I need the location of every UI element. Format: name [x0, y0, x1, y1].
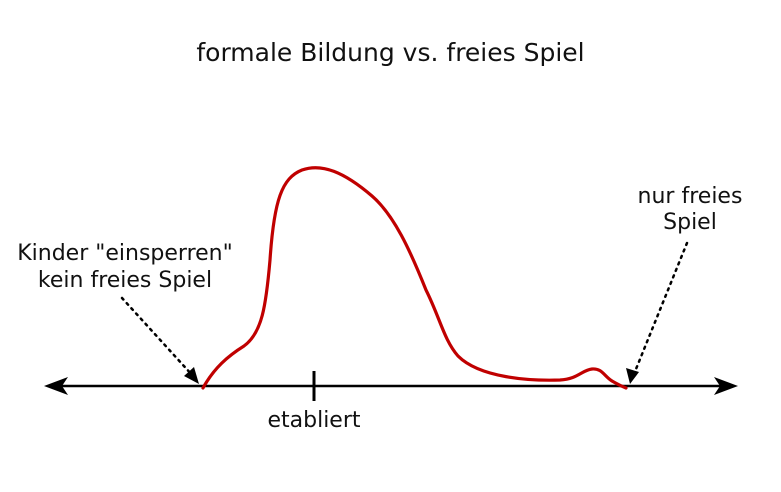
distribution-curve [201, 166, 628, 390]
axis-mark-label: etabliert [267, 408, 361, 433]
right-annotation-line2: Spiel [663, 210, 717, 235]
left-annotation-line2: kein freies Spiel [37, 268, 213, 293]
right-pointer-arrowhead [626, 368, 639, 384]
left-annotation-line1: Kinder "einsperren" [17, 241, 233, 266]
right-annotation-line1: nur freies [637, 184, 743, 209]
axis-arrow-left [44, 377, 68, 395]
right-pointer [632, 241, 689, 376]
diagram-title: formale Bildung vs. freies Spiel [196, 38, 585, 67]
left-pointer-arrowhead [184, 367, 199, 384]
left-pointer [120, 296, 195, 378]
axis-arrow-right [714, 377, 738, 395]
